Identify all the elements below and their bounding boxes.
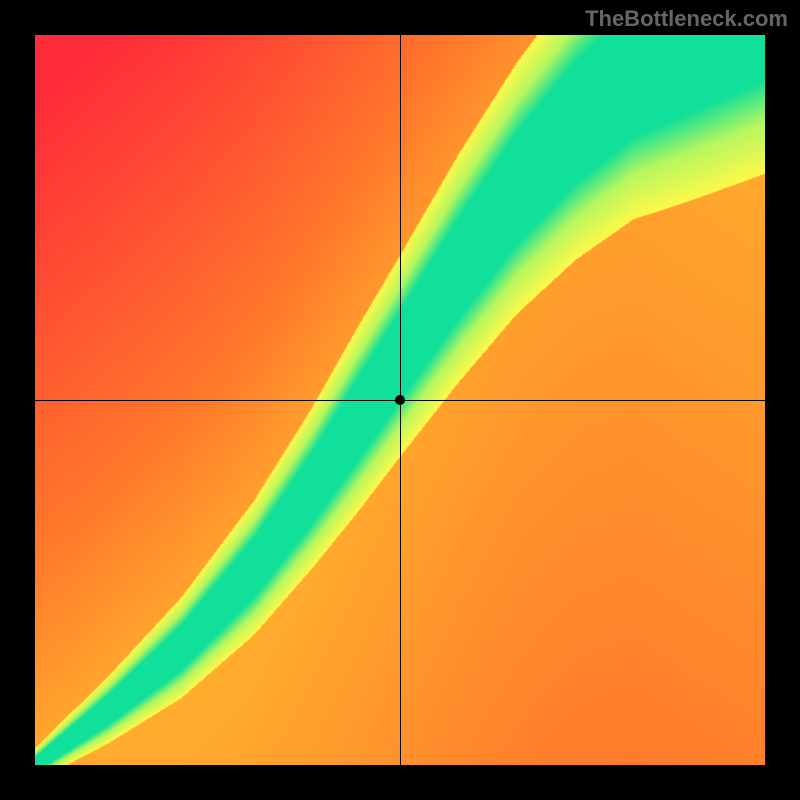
chart-container: TheBottleneck.com xyxy=(0,0,800,800)
current-config-marker xyxy=(395,395,405,405)
attribution-text: TheBottleneck.com xyxy=(585,6,788,32)
